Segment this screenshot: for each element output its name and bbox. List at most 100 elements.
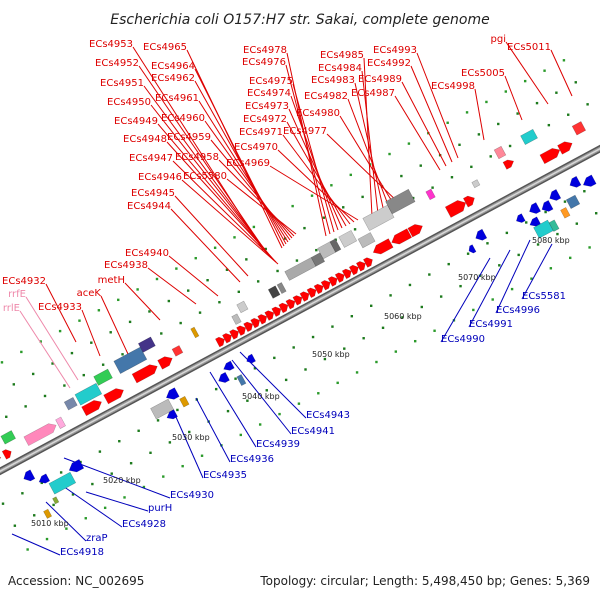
gene-label[interactable]: ECs4935 bbox=[203, 470, 247, 481]
gene-label[interactable]: ECs4960 bbox=[161, 113, 205, 124]
gene-label[interactable]: ECs4933 bbox=[38, 302, 82, 313]
leader-line bbox=[474, 88, 485, 141]
grid-dot bbox=[369, 304, 373, 307]
gene-label[interactable]: ECs4944 bbox=[127, 201, 171, 212]
gene-label[interactable]: ECs4991 bbox=[469, 319, 513, 330]
gene-label[interactable]: ECs4974 bbox=[247, 88, 291, 99]
grid-dot bbox=[408, 283, 412, 287]
gene-label[interactable]: ECs4980 bbox=[296, 108, 340, 119]
leader-line bbox=[285, 64, 331, 235]
rrna-label[interactable]: rrlE bbox=[3, 303, 20, 314]
gene-label[interactable]: ECs5011 bbox=[507, 42, 551, 53]
gene-label[interactable]: ECs4951 bbox=[100, 78, 144, 89]
gene-label[interactable]: ECs4984 bbox=[318, 63, 362, 74]
grid-dot bbox=[175, 267, 178, 270]
grid-dot bbox=[535, 101, 539, 105]
gene-label[interactable]: ECs5005 bbox=[461, 68, 505, 79]
gene-label[interactable]: ECs4928 bbox=[122, 519, 166, 530]
grid-dot bbox=[322, 216, 326, 219]
gene-label[interactable]: ECs5581 bbox=[522, 291, 566, 302]
gene-label[interactable]: ECs4930 bbox=[170, 490, 214, 501]
gene-label[interactable]: ECs4953 bbox=[89, 39, 133, 50]
gene-label[interactable]: ECs4961 bbox=[155, 93, 199, 104]
gene-label[interactable]: ECs4976 bbox=[242, 57, 286, 68]
grid-dot bbox=[517, 253, 520, 257]
gene-label[interactable]: ECs4992 bbox=[367, 58, 411, 69]
gene-label[interactable]: ECs4947 bbox=[129, 153, 173, 164]
gene-label[interactable]: ECs4977 bbox=[283, 126, 327, 137]
gene-label[interactable]: ECs4936 bbox=[230, 454, 274, 465]
leader-line bbox=[505, 41, 549, 105]
gene-label[interactable]: ECs4959 bbox=[167, 132, 211, 143]
gene-label[interactable]: pgi bbox=[491, 34, 506, 45]
gene-label[interactable]: ECs5580 bbox=[183, 171, 227, 182]
grid-dot bbox=[586, 103, 589, 106]
gene-label[interactable]: ECs4969 bbox=[226, 158, 270, 169]
gene-label[interactable]: ECs4952 bbox=[95, 58, 139, 69]
gene-label[interactable]: ECs4975 bbox=[249, 76, 293, 87]
grid-dot bbox=[52, 503, 55, 507]
gene-label[interactable]: zraP bbox=[86, 533, 108, 544]
leader-line bbox=[45, 501, 87, 542]
grid-dot bbox=[121, 353, 124, 356]
grid-dot bbox=[284, 378, 288, 382]
grid-dot bbox=[353, 228, 357, 231]
leader-line bbox=[174, 195, 249, 277]
gene-label[interactable]: ECs4989 bbox=[358, 74, 402, 85]
gene-label[interactable]: ECs4945 bbox=[131, 188, 175, 199]
gene-label[interactable]: ECs4978 bbox=[243, 45, 287, 56]
grid-dot bbox=[214, 387, 218, 391]
gene-arrow bbox=[81, 400, 102, 417]
gene-label[interactable]: ECs4987 bbox=[351, 88, 395, 99]
rrna-label[interactable]: rrfE bbox=[8, 289, 26, 300]
gene-red-small bbox=[171, 345, 184, 357]
gene-label[interactable]: ECs4948 bbox=[123, 134, 167, 145]
gene-label[interactable]: ECs4973 bbox=[245, 101, 289, 112]
gene-label[interactable]: ECs4962 bbox=[151, 73, 195, 84]
leader-line bbox=[401, 81, 447, 167]
gene-label[interactable]: ECs4932 bbox=[2, 276, 46, 287]
gene-dark bbox=[385, 188, 416, 215]
gene-label[interactable]: ECs4958 bbox=[175, 152, 219, 163]
gene-label[interactable]: ECs4965 bbox=[143, 42, 187, 53]
gene-label[interactable]: ECs4996 bbox=[496, 305, 540, 316]
gene-arrow bbox=[355, 261, 366, 272]
gene-label[interactable]: ECs4982 bbox=[304, 91, 348, 102]
gene-arrow bbox=[549, 189, 562, 201]
leader-line bbox=[504, 75, 523, 121]
gene-label[interactable]: ECs4918 bbox=[60, 547, 104, 558]
grid-dot bbox=[336, 381, 339, 385]
gene-label[interactable]: ECs4998 bbox=[431, 81, 475, 92]
grid-dot bbox=[51, 362, 54, 365]
gene-label[interactable]: purH bbox=[148, 503, 172, 514]
gene-label[interactable]: ECs4939 bbox=[256, 439, 300, 450]
grid-dot bbox=[459, 284, 462, 288]
gene-label[interactable]: ECs4971 bbox=[239, 127, 283, 138]
rrna-arrow bbox=[23, 423, 57, 447]
gene-label[interactable]: ECs4993 bbox=[373, 45, 417, 56]
gene-label[interactable]: ECs4972 bbox=[243, 114, 287, 125]
gene-label[interactable]: ECs4950 bbox=[107, 97, 151, 108]
gene-label[interactable]: ECs4990 bbox=[441, 334, 485, 345]
grid-dot bbox=[40, 481, 43, 485]
gene-label[interactable]: ECs4938 bbox=[104, 260, 148, 271]
gene-label[interactable]: ECs4941 bbox=[291, 426, 335, 437]
gene-label[interactable]: ECs4949 bbox=[114, 116, 158, 127]
gene-gray bbox=[362, 204, 395, 232]
grid-dot bbox=[563, 200, 567, 203]
gene-olive bbox=[52, 496, 60, 505]
leader-line bbox=[290, 95, 339, 231]
gene-label[interactable]: ECs4946 bbox=[138, 172, 182, 183]
gene-arrow bbox=[502, 159, 515, 170]
gene-label[interactable]: ECs4964 bbox=[151, 61, 195, 72]
gene-label[interactable]: ECs4943 bbox=[306, 410, 350, 421]
gene-label[interactable]: ECs4940 bbox=[125, 248, 169, 259]
grid-dot bbox=[98, 450, 102, 453]
gene-label[interactable]: ECs4985 bbox=[320, 50, 364, 61]
gene-label[interactable]: ECs4983 bbox=[311, 75, 355, 86]
gene-cyan bbox=[74, 382, 103, 406]
gene-label[interactable]: aceK bbox=[77, 288, 102, 299]
grid-dot bbox=[65, 527, 68, 530]
gene-label[interactable]: ECs4970 bbox=[234, 142, 278, 153]
gene-label[interactable]: metH bbox=[98, 275, 125, 286]
